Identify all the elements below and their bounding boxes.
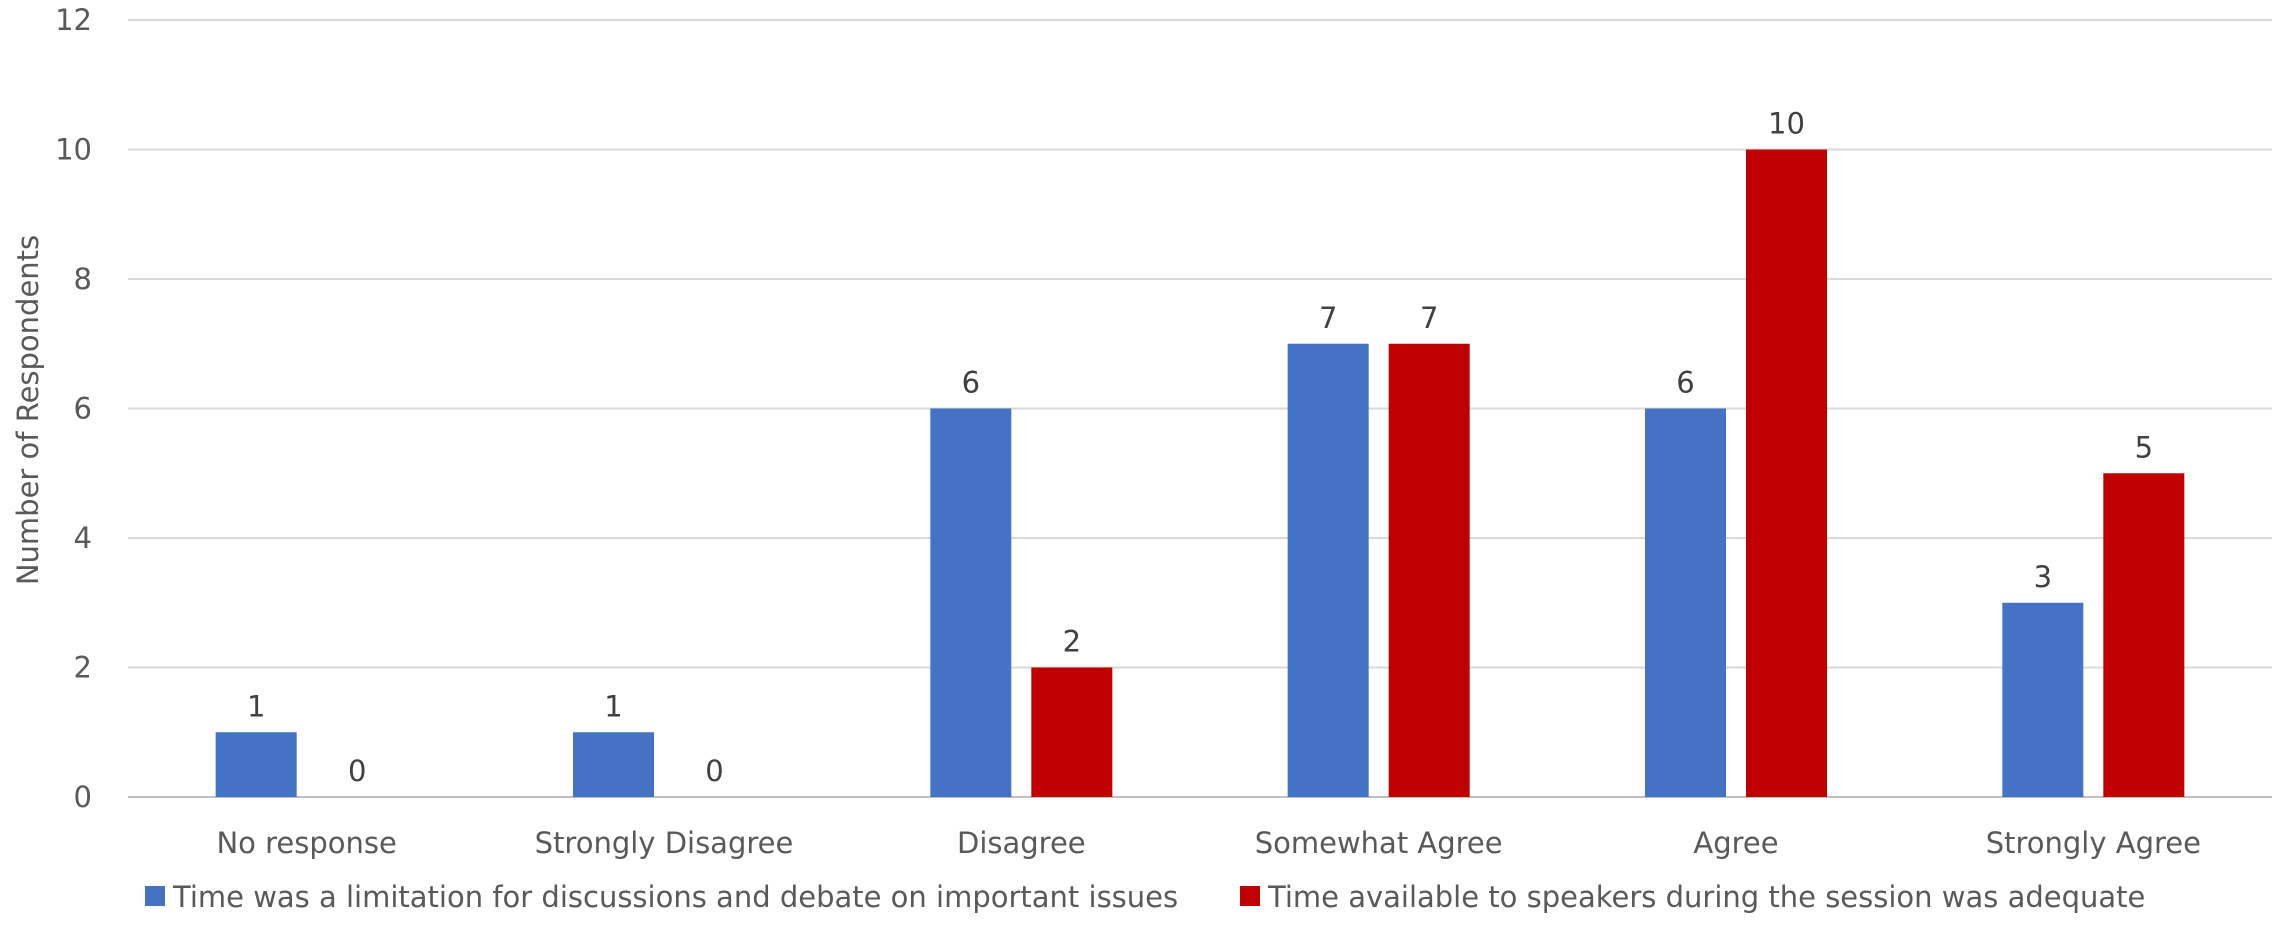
legend-label: Time was a limitation for discussions an… xyxy=(172,880,1178,914)
legend-label: Time available to speakers during the se… xyxy=(1267,880,2145,914)
x-category-label: Strongly Disagree xyxy=(535,826,794,860)
data-label: 5 xyxy=(2135,430,2153,464)
bar-series-2 xyxy=(2103,473,2185,797)
y-tick-label: 12 xyxy=(55,3,92,37)
data-label: 7 xyxy=(1420,301,1438,335)
y-tick-label: 6 xyxy=(74,392,92,426)
data-label: 1 xyxy=(604,689,622,723)
y-tick-label: 0 xyxy=(74,780,92,814)
bar-series-1 xyxy=(573,732,654,797)
x-category-label: No response xyxy=(216,826,396,860)
data-label: 3 xyxy=(2034,560,2052,594)
data-label: 6 xyxy=(962,366,980,400)
bar-series-1 xyxy=(2002,602,2084,797)
y-axis-title: Number of Respondents xyxy=(11,235,45,585)
data-label: 1 xyxy=(247,689,265,723)
y-tick-label: 8 xyxy=(74,262,92,296)
data-label: 2 xyxy=(1063,625,1081,659)
legend-swatch xyxy=(1240,886,1260,906)
data-label: 7 xyxy=(1319,301,1337,335)
bar-series-2 xyxy=(1746,149,1827,797)
legend-swatch xyxy=(145,886,165,906)
y-tick-label: 10 xyxy=(55,133,92,167)
data-label: 10 xyxy=(1768,107,1805,141)
x-axis-categories: No response Strongly Disagree Disagree Some… xyxy=(216,826,2200,860)
x-category-label: Somewhat Agree xyxy=(1255,826,1503,860)
bar-series-1 xyxy=(1287,343,1369,797)
bar-series-1 xyxy=(215,732,297,797)
y-tick-label: 4 xyxy=(74,521,92,555)
data-label: 6 xyxy=(1676,366,1694,400)
bar-series-2 xyxy=(1031,667,1113,797)
y-axis-ticks: 0 2 4 6 8 10 12 xyxy=(55,3,92,814)
gridlines xyxy=(128,19,2272,798)
x-category-label: Strongly Agree xyxy=(1986,826,2201,860)
bar-series-2 xyxy=(1388,343,1470,797)
bar-series-1 xyxy=(1645,408,1726,797)
data-label: 0 xyxy=(705,754,723,788)
bar-series-1 xyxy=(930,408,1012,797)
x-category-label: Agree xyxy=(1693,826,1778,860)
data-label: 0 xyxy=(348,754,366,788)
bars xyxy=(215,149,2185,797)
legend: Time was a limitation for discussions an… xyxy=(145,880,2145,914)
y-tick-label: 2 xyxy=(74,651,92,685)
x-category-label: Disagree xyxy=(957,826,1086,860)
